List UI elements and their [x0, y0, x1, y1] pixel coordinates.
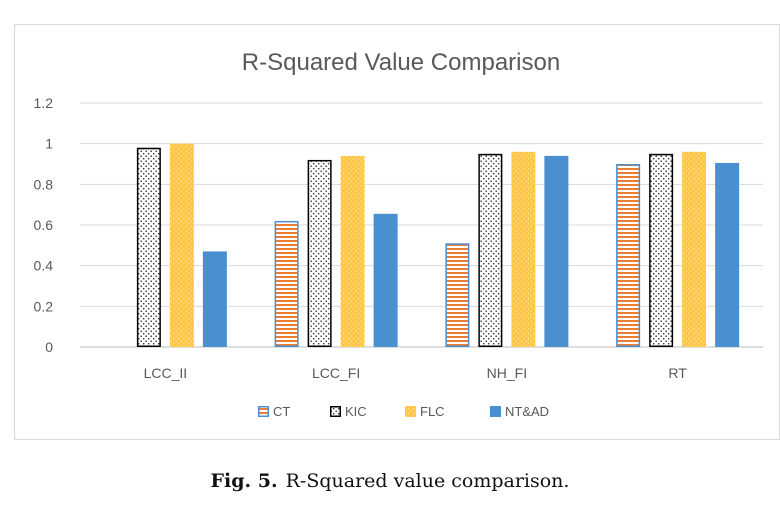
y-tick-label: 0.6	[34, 217, 54, 233]
chart-title: R-Squared Value Comparison	[242, 49, 560, 76]
x-tick-label: LCC_II	[144, 365, 188, 381]
legend-swatch	[330, 406, 341, 417]
figure-caption-text: R-Squared value comparison.	[285, 470, 570, 492]
bar-flc-nh-fi	[511, 151, 536, 347]
bar-nt-ad-lcc-fi	[373, 213, 398, 347]
figure-caption: Fig. 5. R-Squared value comparison.	[0, 470, 780, 492]
bar-flc-lcc-ii	[169, 143, 194, 347]
legend: CT KIC FLC NT&AD	[258, 404, 549, 419]
x-tick-label: RT	[668, 365, 687, 381]
legend-label: FLC	[420, 404, 445, 419]
legend-swatch	[405, 406, 416, 417]
bar-flc-rt	[682, 151, 707, 347]
legend-label: KIC	[345, 404, 367, 419]
bar-ct-lcc-fi	[274, 220, 299, 347]
x-tick-label: NH_FI	[487, 365, 527, 381]
bar-kic-lcc-ii	[136, 147, 161, 347]
y-tick-label: 0.8	[34, 176, 54, 192]
bar-nt-ad-rt	[715, 162, 740, 347]
y-tick-label: 0.2	[34, 298, 54, 314]
bar-flc-lcc-fi	[340, 155, 365, 347]
bars	[136, 143, 740, 347]
bar-kic-lcc-fi	[307, 159, 332, 347]
y-tick-label: 1.2	[34, 95, 54, 111]
bar-ct-rt	[616, 164, 641, 347]
bar-nt-ad-lcc-ii	[202, 251, 227, 347]
y-axis-ticks: 0 0.2 0.4 0.6 0.8 1 1.2	[34, 95, 54, 355]
legend-swatch	[490, 406, 501, 417]
bar-ct-nh-fi	[445, 243, 470, 347]
x-tick-label: LCC_FI	[312, 365, 360, 381]
y-tick-label: 0	[45, 339, 53, 355]
legend-label: NT&AD	[505, 404, 549, 419]
figure-number: Fig. 5.	[210, 470, 278, 492]
bar-kic-rt	[649, 153, 674, 347]
legend-label: CT	[273, 404, 290, 419]
legend-swatch	[258, 406, 269, 417]
y-tick-label: 1	[45, 136, 53, 152]
bar-nt-ad-nh-fi	[544, 155, 569, 347]
bar-chart: R-Squared Value Comparison 0 0.2 0.4 0.6 0.8…	[34, 49, 763, 419]
y-tick-label: 0.4	[34, 258, 54, 274]
x-axis-ticks: LCC_II LCC_FI NH_FI RT	[144, 365, 688, 381]
bar-kic-nh-fi	[478, 153, 503, 347]
